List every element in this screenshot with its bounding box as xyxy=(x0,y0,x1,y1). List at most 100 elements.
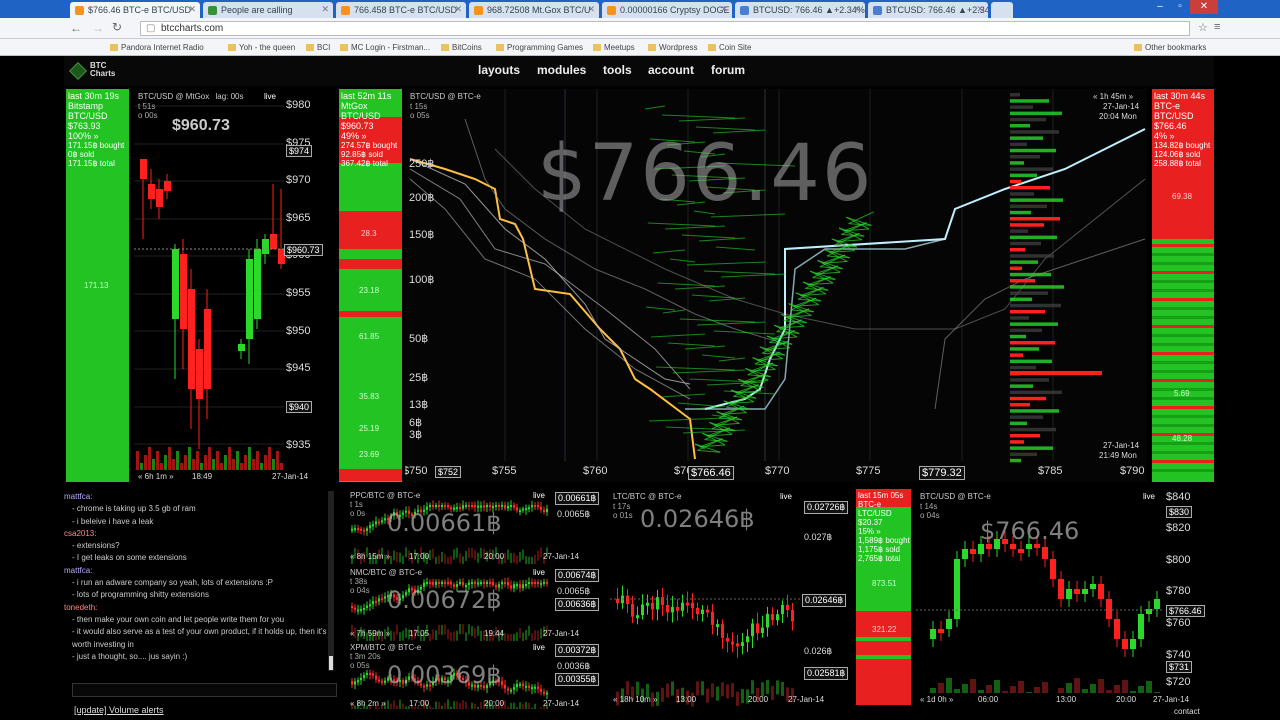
live-indicator[interactable]: live xyxy=(533,568,546,577)
trade-trace xyxy=(757,351,781,361)
close-window-icon[interactable]: ✕ xyxy=(1190,0,1218,14)
site-logo[interactable]: BTC Charts xyxy=(66,58,124,84)
chat-scrollbar[interactable] xyxy=(328,491,334,671)
browser-tab[interactable]: 0.00000166 Cryptsy DOGE ✕ xyxy=(602,2,732,18)
nav-modules[interactable]: modules xyxy=(537,63,587,77)
browser-tab[interactable]: BTCUSD: 766.46 ▲+2.34% ✕ xyxy=(868,2,988,18)
volume-bar xyxy=(501,701,503,709)
close-tab-icon[interactable]: ✕ xyxy=(188,4,196,14)
maximize-icon[interactable]: ▫ xyxy=(1178,1,1182,12)
live-indicator[interactable]: live xyxy=(533,491,546,500)
chat-input[interactable] xyxy=(72,683,337,697)
chat-username[interactable]: mattfca: xyxy=(64,565,93,575)
bookmark-item[interactable]: Pandora Internet Radio xyxy=(110,43,204,52)
candle-body xyxy=(450,507,452,510)
menu-icon[interactable]: ≡ xyxy=(1214,21,1221,33)
candle-body xyxy=(525,685,527,688)
trade-trace xyxy=(776,331,800,334)
bookmark-item[interactable]: MC Login - Firstman... xyxy=(340,43,430,52)
close-tab-icon[interactable]: ✕ xyxy=(976,4,984,14)
bookmark-item[interactable]: BitCoins xyxy=(441,43,482,52)
close-tab-icon[interactable]: ✕ xyxy=(454,4,462,14)
timeframe-selector[interactable]: « 18h 10m » xyxy=(613,695,658,704)
live-indicator[interactable]: live xyxy=(780,492,793,501)
close-tab-icon[interactable]: ✕ xyxy=(321,4,329,14)
close-tab-icon[interactable]: ✕ xyxy=(720,4,728,14)
browser-tab[interactable]: BTCUSD: 766.46 ▲+2.34% ✕ xyxy=(735,2,865,18)
nav-tools[interactable]: tools xyxy=(603,63,632,77)
browser-tab[interactable]: 968.72508 Mt.Gox BTC/U ✕ xyxy=(469,2,599,18)
forward-arrow-icon[interactable]: → xyxy=(92,21,104,35)
new-tab-button[interactable] xyxy=(991,2,1013,18)
bitstamp-trade-tape[interactable]: last 30m 19s Bitstamp BTC/USD $763.93 10… xyxy=(66,89,129,482)
candle-body xyxy=(351,528,353,531)
btce-candle-chart[interactable]: BTC/USD @ BTC-e live t 14s o 04s $766.46… xyxy=(916,489,1214,707)
tape-stripe xyxy=(1152,325,1214,328)
timeframe-selector[interactable]: « 1d 0h » xyxy=(920,695,954,704)
contact-link[interactable]: contact xyxy=(1174,707,1200,716)
volume-bar xyxy=(140,463,143,470)
footer-links[interactable]: [update] Volume alerts xyxy=(74,705,164,715)
tape-volume-label: 35.83 xyxy=(359,392,380,401)
nav-forum[interactable]: forum xyxy=(711,63,745,77)
candle-body xyxy=(1066,589,1072,599)
chat-username[interactable]: csa2013: xyxy=(64,528,97,538)
current-price: 0.00369฿ xyxy=(387,661,502,689)
live-indicator[interactable]: live xyxy=(264,92,277,101)
chat-panel[interactable]: mattfca: - chrome is taking up 3.5 gb of … xyxy=(64,491,336,691)
mini-chart[interactable]: XPM/BTC @ BTC-e live t 3m 20s o 05s 0.00369฿… xyxy=(347,641,605,709)
timeframe-selector[interactable]: « 1h 45m » xyxy=(1093,92,1134,101)
bookmark-item[interactable]: Programming Games xyxy=(496,43,583,52)
chat-scroll-thumb[interactable] xyxy=(329,656,333,670)
volume-bar xyxy=(537,550,539,561)
close-tab-icon[interactable]: ✕ xyxy=(853,4,861,14)
volume-bar xyxy=(363,552,365,563)
browser-tab[interactable]: $766.46 BTC-e BTC/USD ✕ xyxy=(70,2,200,18)
reload-icon[interactable]: ↻ xyxy=(112,20,123,34)
footer-link[interactable]: [update] Volume alerts xyxy=(74,705,164,715)
url-bar[interactable]: ▢ btccharts.com xyxy=(140,21,1190,36)
candle-body xyxy=(408,510,410,514)
order-book-bar xyxy=(1010,303,1061,308)
volume-bar xyxy=(447,629,449,640)
bookmark-item[interactable]: Coin Site xyxy=(708,43,751,52)
minimize-icon[interactable]: – xyxy=(1157,1,1163,12)
ltc-trade-tape[interactable]: last 15m 05s BTC-e LTC/USD $20.37 15% » … xyxy=(856,489,911,705)
volume-bar xyxy=(260,463,263,470)
mini-chart[interactable]: PPC/BTC @ BTC-e live t 1s o 0s 0.00661฿ 0.006… xyxy=(347,489,605,564)
timeframe-selector[interactable]: « 8h 15m » xyxy=(350,552,391,561)
btce-trade-tape[interactable]: last 30m 44s BTC-e BTC/USD $766.46 4% » … xyxy=(1152,89,1214,482)
bookmark-item[interactable]: Meetups xyxy=(593,43,635,52)
chat-username[interactable]: mattfca: xyxy=(64,492,93,501)
bookmark-item[interactable]: Yoh - the queen xyxy=(228,43,295,52)
timeframe-selector[interactable]: « 8h 2m » xyxy=(350,699,386,708)
volume-bar xyxy=(636,681,639,696)
nav-layouts[interactable]: layouts xyxy=(478,63,521,77)
close-tab-icon[interactable]: ✕ xyxy=(587,4,595,14)
star-icon[interactable]: ☆ xyxy=(1198,22,1208,34)
candle-body xyxy=(1074,589,1080,594)
order-book-bar xyxy=(1010,142,1027,147)
mini-chart[interactable]: NMC/BTC @ BTC-e live t 38s o 04s 0.00672฿ 0.0… xyxy=(347,566,605,641)
live-indicator[interactable]: live xyxy=(1143,492,1156,501)
browser-tab[interactable]: People are calling ✕ xyxy=(203,2,333,18)
candle-body xyxy=(646,602,649,606)
back-arrow-icon[interactable]: ← xyxy=(70,21,82,35)
live-indicator[interactable]: live xyxy=(533,643,546,652)
chat-username[interactable]: tonedeth: xyxy=(64,602,98,612)
other-bookmarks[interactable]: Other bookmarks xyxy=(1134,43,1206,52)
mtgox-candle-chart[interactable]: BTC/USD @ MtGox lag: 00s live t 51s o 00… xyxy=(134,89,336,482)
volume-bar xyxy=(220,463,223,470)
btce-depth-chart[interactable]: $766.46 BTC/USD @ BTC-e t 15s o 05s « 1h… xyxy=(405,89,1147,482)
ltc-btc-chart[interactable]: LTC/BTC @ BTC-e live t 17s o 01s 0.02646… xyxy=(610,489,852,707)
bookmark-item[interactable]: BCI xyxy=(306,43,330,52)
bookmark-item[interactable]: Wordpress xyxy=(648,43,698,52)
timeframe-selector[interactable]: « 7h 59m » xyxy=(350,629,391,638)
volume-bar xyxy=(751,680,754,695)
nav-account[interactable]: account xyxy=(648,63,695,77)
browser-tab[interactable]: 766.458 BTC-e BTC/USD ✕ xyxy=(336,2,466,18)
mtgox-trade-tape[interactable]: last 52m 11s MtGox BTC/USD $960.73 49% »… xyxy=(339,89,402,482)
timeframe-selector[interactable]: « 6h 1m » xyxy=(138,472,174,481)
volume-bar xyxy=(426,554,428,564)
candle-body xyxy=(438,678,440,682)
